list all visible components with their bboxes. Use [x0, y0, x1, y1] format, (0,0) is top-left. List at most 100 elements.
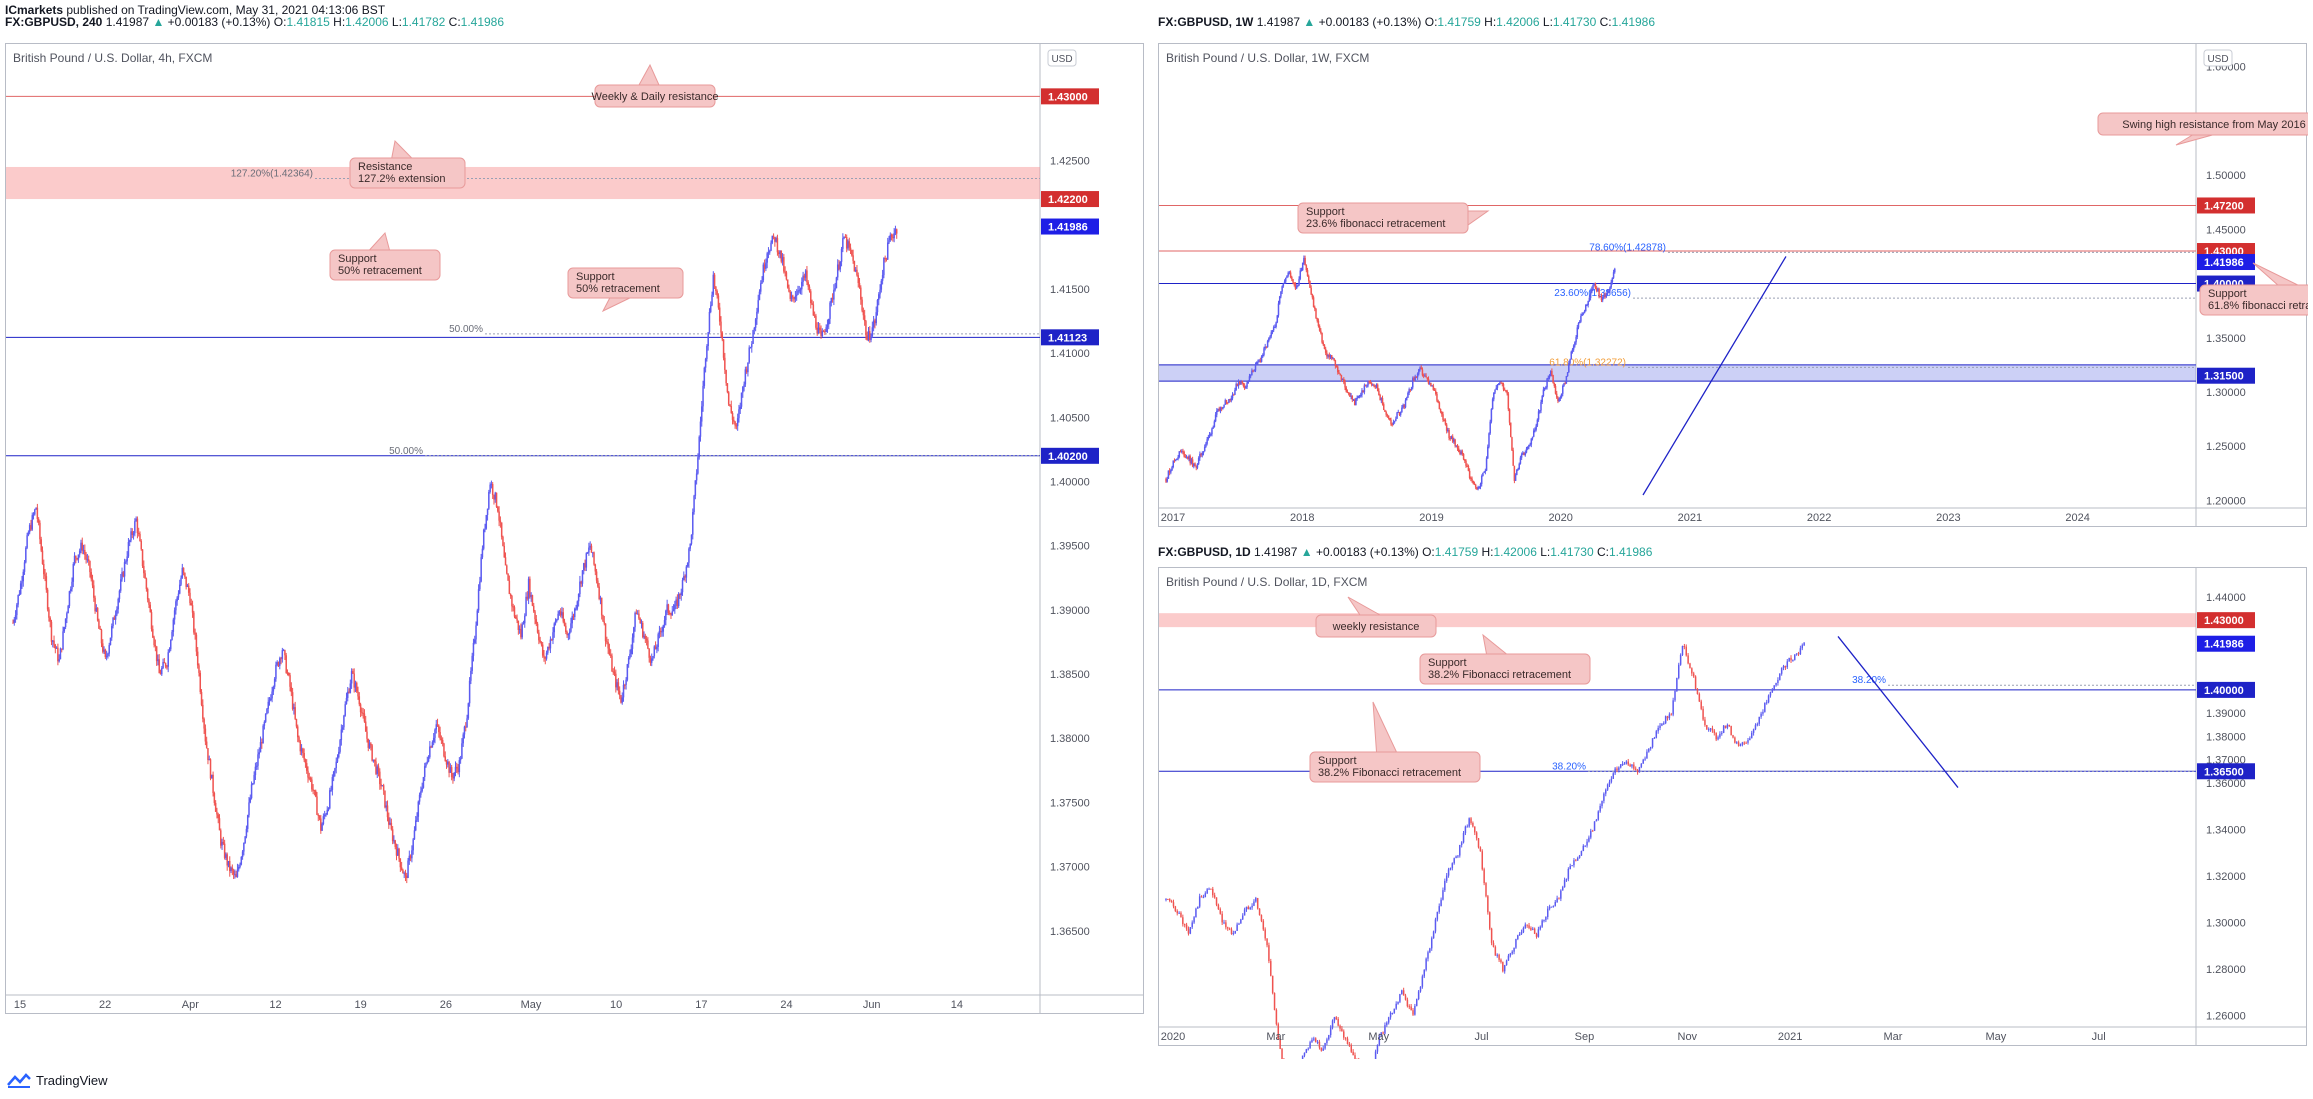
candle-body	[821, 331, 824, 337]
chart-daily-panel[interactable]: 38.20%38.20%1.440001.390001.380001.37000…	[1158, 567, 2308, 1059]
candle-body	[890, 234, 893, 238]
candle-body	[1335, 1017, 1338, 1020]
candle-body	[296, 726, 299, 738]
candle-body	[1193, 917, 1195, 923]
price-tick-label: 1.36500	[1050, 926, 1090, 938]
candle-body	[793, 297, 795, 300]
callout-box	[594, 84, 716, 108]
publisher-name[interactable]: ICmarkets	[5, 3, 64, 17]
candle-body	[1299, 270, 1302, 279]
candle-body	[303, 752, 305, 760]
candle-body	[1508, 409, 1511, 423]
candle-body	[1307, 276, 1310, 281]
candle-body	[858, 283, 861, 288]
candle-body	[576, 601, 579, 609]
time-tick-label: 2020	[1548, 512, 1572, 524]
time-tick-label: Apr	[182, 999, 199, 1011]
candle-body	[1375, 384, 1378, 388]
candle-body	[1324, 348, 1327, 353]
candle-body	[1182, 451, 1184, 453]
candle-body	[1189, 927, 1192, 934]
fib-level-label: 78.60%(1.42878)	[1589, 242, 1666, 253]
candle-body	[1403, 404, 1406, 408]
candle-body	[34, 509, 36, 515]
candle-body	[543, 655, 545, 658]
candle-body	[19, 583, 22, 594]
footer-brand[interactable]: TradingView	[6, 1072, 108, 1088]
candle-body	[608, 648, 611, 655]
callout-box	[2097, 112, 2308, 136]
candle-body	[802, 275, 804, 282]
candle-body	[257, 754, 259, 766]
candle-body	[1801, 645, 1804, 649]
candle-body	[53, 640, 55, 645]
annotation-callout: Weekly & Daily resistance	[592, 63, 718, 108]
symbol-label[interactable]: FX:GBPUSD, 240	[5, 15, 103, 29]
candle-body	[1260, 356, 1263, 362]
symbol-label[interactable]: FX:GBPUSD, 1D	[1158, 545, 1251, 559]
candle-body	[1360, 394, 1362, 396]
low-label: L:	[391, 15, 402, 29]
candle-body	[1326, 1039, 1328, 1043]
candle-body	[604, 623, 607, 642]
candle-body	[1251, 370, 1253, 376]
candle-body	[131, 531, 134, 535]
candle-body	[35, 507, 37, 510]
candle-body	[476, 610, 479, 626]
candle-body	[1539, 410, 1541, 412]
candle-body	[1187, 928, 1190, 934]
candle-body	[697, 457, 699, 474]
time-tick-label: 2024	[2065, 512, 2089, 524]
chart-weekly-panel[interactable]: 78.60%(1.42878)23.60%(1.38656)61.80%(1.3…	[1158, 43, 2308, 540]
candle-body	[141, 549, 144, 567]
candle-body	[692, 512, 694, 535]
callout-text: Support	[2208, 288, 2247, 300]
candle-body	[1279, 1039, 1281, 1049]
candle-body	[63, 627, 66, 632]
candle-body	[482, 529, 485, 549]
candle-body	[869, 331, 871, 340]
candle-body	[581, 570, 584, 584]
candle-body	[1230, 929, 1233, 934]
candle-body	[418, 794, 421, 802]
candle-body	[330, 789, 332, 791]
chart-4h-panel[interactable]: 127.20%(1.42364)50.00%50.00%1.425001.415…	[5, 43, 1145, 1043]
candle-body	[1457, 448, 1460, 453]
candle-body	[677, 593, 680, 607]
candle-body	[760, 283, 762, 292]
candle-body	[1410, 1006, 1412, 1011]
candle-body	[1609, 287, 1611, 291]
candle-body	[813, 315, 816, 317]
candle-body	[250, 784, 253, 799]
candle-body	[1681, 645, 1684, 655]
candle-body	[284, 650, 286, 656]
candle-body	[1777, 679, 1779, 683]
candle-body	[1266, 938, 1268, 946]
candle-body	[234, 874, 236, 876]
candle-body	[1484, 470, 1487, 472]
candle-body	[1540, 402, 1542, 411]
candle-body	[355, 682, 358, 692]
candle-body	[526, 596, 529, 599]
candle-body	[1664, 716, 1667, 724]
candle-body	[393, 840, 395, 842]
candle-body	[762, 264, 765, 281]
candle-body	[1546, 378, 1548, 388]
time-tick-label: Jul	[2092, 1031, 2106, 1043]
candle-body	[1351, 395, 1354, 400]
candle-body	[1676, 677, 1678, 691]
candle-body	[1419, 367, 1421, 370]
candle-body	[1350, 1045, 1353, 1052]
candle-body	[27, 532, 30, 536]
candle-body	[1291, 276, 1293, 280]
candle-body	[54, 644, 57, 649]
symbol-label[interactable]: FX:GBPUSD, 1W	[1158, 15, 1254, 29]
candle-body	[1758, 716, 1760, 724]
candle-body	[1541, 920, 1543, 927]
candle-body	[429, 746, 431, 758]
candle-body	[1384, 1025, 1386, 1034]
candle-body	[607, 642, 609, 649]
candle-body	[1516, 469, 1518, 476]
candle-body	[520, 628, 522, 638]
